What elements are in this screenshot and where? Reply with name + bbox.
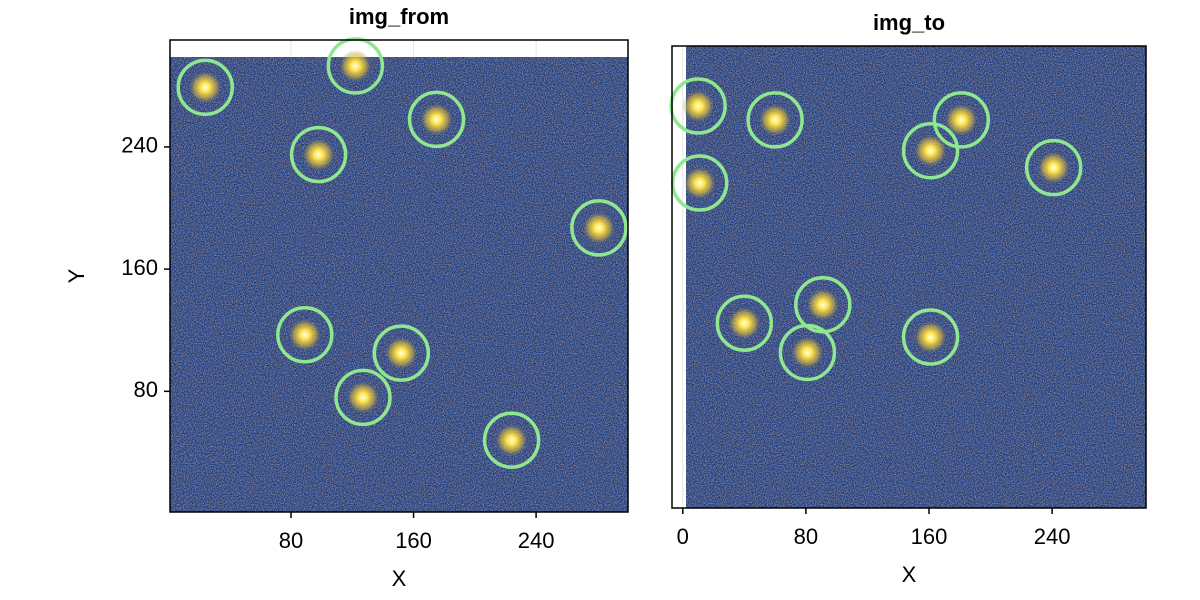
star [302, 138, 335, 171]
detection-circle [326, 37, 385, 95]
star [914, 134, 947, 167]
chart-title: img_to [873, 10, 945, 35]
star [495, 424, 528, 457]
y-tick-label: 240 [121, 133, 158, 158]
detection-circle [289, 125, 348, 184]
detection-circle [276, 306, 334, 364]
detection-circle [746, 91, 804, 149]
detection-circle [932, 91, 991, 149]
x-tick-label: 0 [677, 524, 689, 549]
plot-frame [671, 45, 1147, 509]
star [347, 381, 380, 414]
star [914, 321, 947, 354]
detection-circle [901, 308, 960, 366]
detection-circle [176, 58, 234, 117]
image [686, 46, 1146, 508]
x-tick-label: 240 [1034, 524, 1071, 549]
star [728, 307, 761, 340]
detection-circle [715, 294, 774, 352]
x-tick-label: 240 [518, 528, 555, 553]
detection-circle [482, 411, 541, 469]
star [791, 336, 824, 369]
star [1037, 151, 1070, 184]
y-tick-label: 160 [121, 255, 158, 280]
plot-frame [169, 39, 629, 513]
star [683, 167, 716, 200]
detection-circle [778, 323, 837, 382]
x-tick-label: 80 [279, 528, 303, 553]
star [582, 211, 615, 244]
detection-circle [669, 77, 727, 135]
star [759, 103, 792, 136]
star [420, 103, 453, 136]
detection-circle [570, 199, 628, 257]
detection-circle [372, 324, 431, 382]
detection-circle [407, 90, 466, 149]
x-tick-label: 80 [794, 524, 818, 549]
star [339, 49, 372, 82]
chart-title: img_from [349, 4, 449, 29]
detection-circle [1024, 138, 1083, 197]
x-axis-label: X [902, 562, 917, 587]
x-axis-label: X [392, 566, 407, 591]
detection-circle [901, 121, 960, 180]
y-tick-label: 80 [134, 377, 158, 402]
y-axis-label: Y [64, 268, 89, 283]
star [806, 288, 839, 321]
x-tick-label: 160 [911, 524, 948, 549]
detection-circle [334, 368, 392, 427]
star [682, 90, 715, 123]
x-tick-label: 160 [395, 528, 432, 553]
star [385, 337, 418, 370]
star [189, 71, 222, 104]
star [288, 318, 321, 351]
image [170, 57, 628, 512]
star [945, 103, 978, 136]
